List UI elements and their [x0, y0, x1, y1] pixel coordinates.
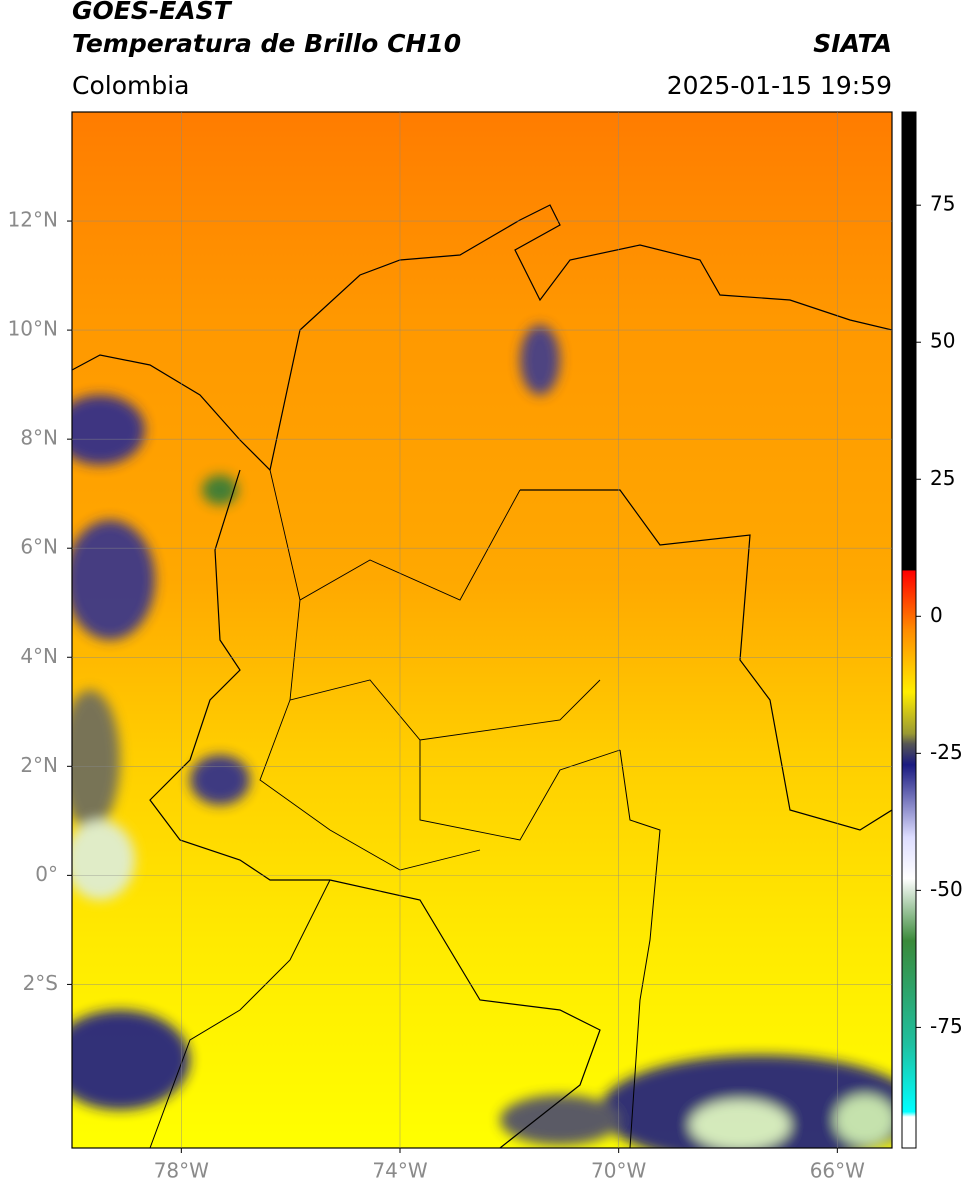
colorbar-tick-label: -25 [930, 740, 963, 764]
lon-tick-label: 74°W [372, 1159, 427, 1183]
colorbar-tick-label: 75 [930, 192, 955, 216]
lat-tick-label: 4°N [20, 644, 58, 668]
colorbar-tick-label: 50 [930, 329, 955, 353]
datetime: 2025-01-15 19:59 [667, 71, 892, 100]
lat-tick-label: 12°N [8, 208, 58, 232]
lat-tick-label: 2°S [23, 971, 58, 995]
colorbar-tick-label: 0 [930, 603, 943, 627]
map-frame [71, 111, 893, 1149]
colorbar [901, 111, 917, 1149]
lon-tick-label: 70°W [591, 1159, 646, 1183]
lat-tick-label: 10°N [8, 317, 58, 341]
colorbar-tick-label: -75 [930, 1014, 963, 1038]
lat-tick-label: 8°N [20, 426, 58, 450]
lat-tick-label: 2°N [20, 753, 58, 777]
colorbar-tick-label: -50 [930, 877, 963, 901]
lat-tick-label: 0° [35, 862, 58, 886]
region: Colombia [72, 71, 189, 100]
colorbar-tick-label: 25 [930, 466, 955, 490]
lat-tick-label: 6°N [20, 535, 58, 559]
title: GOES-EAST [72, 0, 233, 25]
source: SIATA [813, 29, 892, 58]
subtitle: Temperatura de Brillo CH10 [72, 29, 461, 58]
lon-tick-label: 78°W [154, 1159, 209, 1183]
satellite-image [72, 112, 892, 1148]
lon-tick-label: 66°W [810, 1159, 865, 1183]
